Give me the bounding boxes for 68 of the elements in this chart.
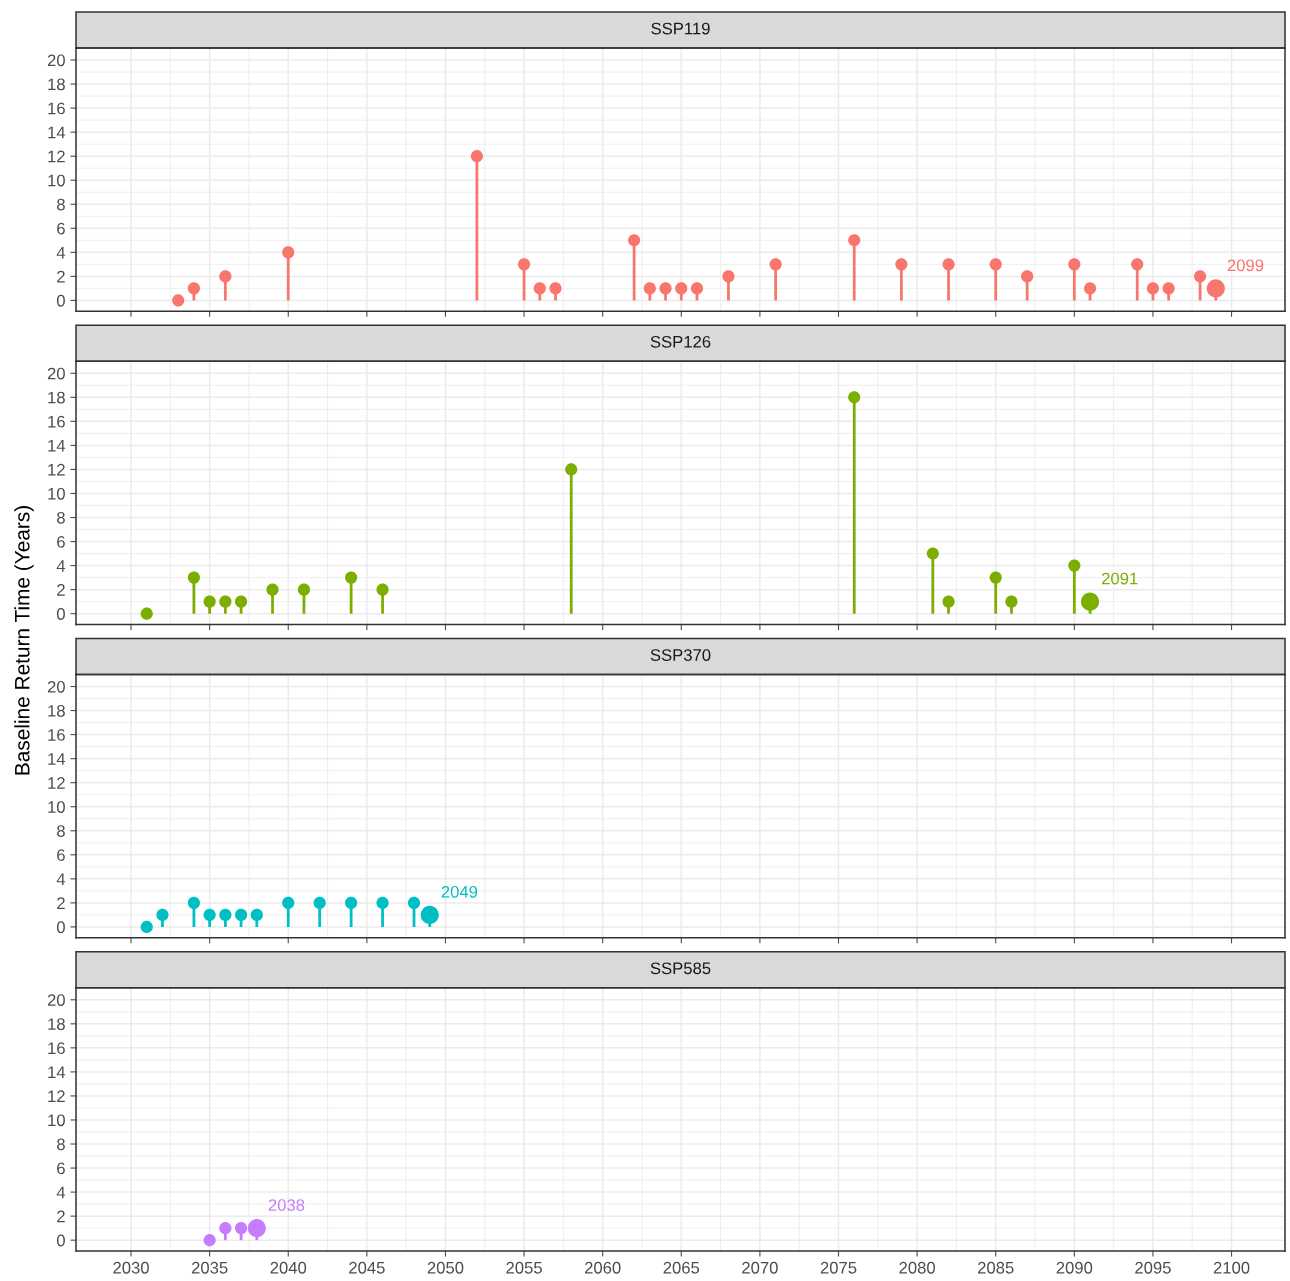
x-tick-label: 2095 bbox=[1135, 1261, 1171, 1274]
y-tick-label: 14 bbox=[48, 1066, 66, 1078]
x-tick-label: 2040 bbox=[270, 1261, 307, 1274]
y-tick-label: 4 bbox=[56, 1186, 66, 1199]
y-axis-title: Baseline Return Time (Years) bbox=[14, 506, 34, 775]
y-tick-label: 6 bbox=[57, 1162, 65, 1175]
y-tick-label: 8 bbox=[57, 825, 65, 837]
y-tick-label: 2 bbox=[57, 584, 65, 596]
y-tick-label: 2 bbox=[57, 1210, 65, 1223]
x-tick-label: 2085 bbox=[978, 1261, 1014, 1274]
y-tick-label: 10 bbox=[48, 487, 65, 500]
y-tick-label: 10 bbox=[48, 174, 65, 187]
x-tick-label: 2070 bbox=[742, 1261, 778, 1274]
x-tick-label: 2075 bbox=[820, 1261, 857, 1274]
y-tick-label: 12 bbox=[48, 150, 65, 163]
y-tick-label: 18 bbox=[48, 1018, 65, 1031]
annotation: 2099 bbox=[1227, 259, 1264, 272]
annotation: 2049 bbox=[441, 885, 478, 898]
x-tick-label: 2065 bbox=[663, 1261, 700, 1274]
y-tick-label: 8 bbox=[57, 198, 65, 211]
x-tick-label: 2100 bbox=[1213, 1261, 1250, 1274]
chart-title: SSP585 bbox=[650, 962, 711, 975]
y-tick-label: 6 bbox=[57, 535, 65, 548]
x-tick-label: 2060 bbox=[584, 1261, 621, 1274]
y-tick-label: 8 bbox=[57, 511, 65, 524]
x-tick-label: 2080 bbox=[899, 1261, 935, 1274]
y-tick-label: 14 bbox=[48, 439, 66, 452]
y-tick-label: 0 bbox=[56, 921, 65, 934]
y-tick-label: 20 bbox=[47, 367, 65, 380]
y-tick-label: 12 bbox=[48, 463, 65, 476]
y-tick-label: 2 bbox=[57, 270, 65, 283]
y-tick-label: 6 bbox=[57, 222, 65, 235]
y-tick-label: 16 bbox=[48, 729, 65, 741]
x-tick-label: 2090 bbox=[1056, 1261, 1093, 1274]
y-tick-label: 4 bbox=[56, 246, 66, 259]
y-tick-label: 16 bbox=[48, 415, 65, 428]
y-tick-label: 12 bbox=[48, 777, 65, 789]
y-tick-label: 6 bbox=[57, 849, 65, 862]
y-tick-label: 20 bbox=[47, 54, 65, 67]
y-tick-label: 10 bbox=[48, 1114, 65, 1127]
y-tick-label: 0 bbox=[56, 1234, 65, 1247]
y-tick-label: 0 bbox=[56, 294, 65, 307]
chart-title: SSP126 bbox=[650, 335, 711, 348]
chart-title: SSP370 bbox=[650, 649, 711, 661]
chart-title: SSP119 bbox=[651, 22, 710, 35]
y-tick-label: 8 bbox=[57, 1138, 65, 1151]
x-tick-label: 2050 bbox=[427, 1261, 464, 1274]
y-tick-label: 12 bbox=[48, 1090, 65, 1102]
y-tick-label: 14 bbox=[48, 126, 66, 139]
x-tick-label: 2030 bbox=[113, 1261, 149, 1274]
x-tick-label: 2045 bbox=[349, 1261, 385, 1274]
y-tick-label: 0 bbox=[56, 608, 65, 620]
annotation: 2091 bbox=[1102, 572, 1138, 585]
x-tick-label: 2055 bbox=[506, 1261, 542, 1274]
y-tick-label: 16 bbox=[48, 1042, 65, 1055]
y-tick-label: 4 bbox=[56, 873, 66, 885]
y-tick-label: 10 bbox=[48, 801, 65, 813]
y-tick-label: 20 bbox=[47, 680, 65, 693]
y-tick-label: 18 bbox=[48, 391, 65, 404]
x-tick-label: 2035 bbox=[191, 1261, 228, 1274]
y-tick-label: 2 bbox=[57, 897, 65, 909]
y-tick-label: 20 bbox=[47, 994, 65, 1006]
y-tick-label: 14 bbox=[48, 753, 66, 765]
y-tick-label: 18 bbox=[48, 78, 65, 91]
y-tick-label: 16 bbox=[48, 102, 65, 115]
y-tick-label: 18 bbox=[48, 704, 65, 717]
annotation: 2038 bbox=[268, 1199, 305, 1211]
y-tick-label: 4 bbox=[56, 560, 66, 572]
